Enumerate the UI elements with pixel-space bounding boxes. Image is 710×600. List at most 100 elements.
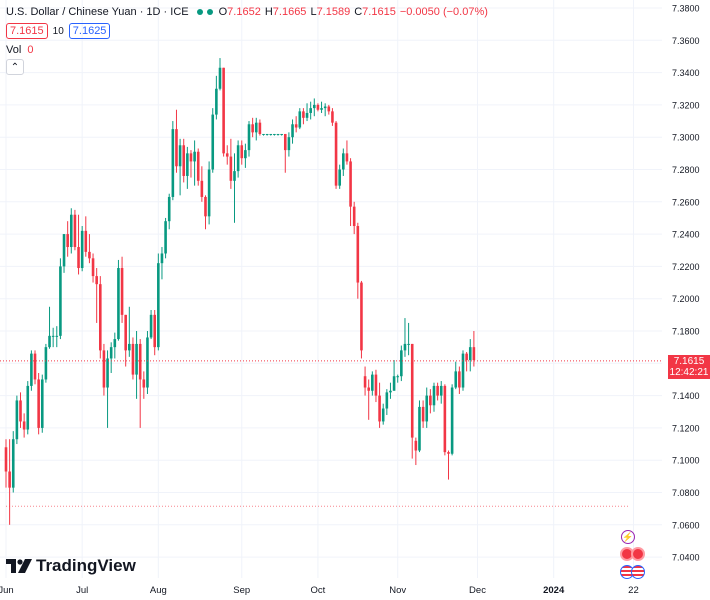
lightning-event-icon[interactable]: ⚡	[621, 530, 635, 544]
candle-body	[432, 385, 436, 406]
candle-body	[171, 129, 175, 197]
price-axis[interactable]: 7.3800 7.3600 7.3400 7.3200 7.3000 7.2800 7.26…	[672, 4, 700, 563]
candle-up	[62, 234, 66, 273]
candle-down	[240, 140, 244, 165]
candle-body	[454, 371, 458, 388]
y-tick-label: 7.2400	[672, 230, 700, 240]
candle-up	[273, 133, 276, 136]
candle-body	[392, 376, 396, 391]
candle-up	[265, 133, 269, 136]
candle-down	[294, 116, 298, 133]
candle-body	[73, 214, 77, 248]
us-flag-icon[interactable]	[631, 565, 645, 579]
candle-down	[378, 382, 381, 428]
candle-body	[131, 343, 135, 375]
candle-body	[40, 379, 44, 428]
collapse-legend-button[interactable]: ⌃	[6, 59, 24, 75]
y-tick-label: 7.3000	[672, 133, 700, 143]
candle-up	[211, 108, 215, 173]
candle-down	[84, 216, 88, 257]
x-tick-label: Dec	[469, 585, 486, 596]
candle-down	[189, 150, 193, 178]
candle-up	[30, 350, 33, 391]
candle-body	[258, 122, 262, 134]
candle-body	[465, 353, 468, 361]
candle-body	[113, 339, 117, 348]
candle-down	[131, 337, 135, 380]
candle-body	[309, 108, 312, 113]
candle-body	[229, 156, 233, 181]
candle-down	[200, 166, 204, 202]
candle-body	[352, 206, 356, 227]
market-status-dot	[196, 9, 203, 15]
candle-body	[356, 226, 360, 283]
candle-down	[91, 253, 95, 283]
candle-body	[429, 395, 432, 406]
candle-body	[55, 335, 59, 337]
candle-down	[95, 268, 98, 323]
volume-legend: Vol 0	[6, 44, 33, 56]
tradingview-logo-icon	[6, 559, 32, 573]
candle-down	[258, 119, 262, 136]
last-price-value: 7.1615	[673, 356, 705, 367]
candle-body	[233, 171, 236, 181]
candle-body	[287, 137, 291, 151]
candle-body	[385, 392, 389, 409]
sell-button[interactable]: 7.1615	[6, 23, 48, 39]
candle-down	[327, 104, 331, 115]
candle-down	[196, 148, 200, 186]
candle-body	[236, 145, 240, 172]
candle-up	[26, 381, 30, 435]
candle-up	[218, 58, 222, 91]
candle-down	[410, 343, 414, 459]
candle-body	[338, 169, 341, 186]
time-axis[interactable]: Jun Jul Aug Sep Oct Nov Dec 2024 22	[0, 585, 639, 596]
candle-up	[149, 310, 153, 340]
candle-up	[291, 119, 294, 144]
candle-body	[178, 145, 182, 167]
candle-up	[425, 387, 429, 428]
brand-name: TradingView	[36, 556, 136, 575]
candle-down	[222, 67, 225, 157]
x-tick-label: Aug	[150, 585, 167, 596]
candle-up	[392, 360, 396, 391]
x-tick-label: 2024	[543, 585, 565, 596]
tradingview-logo[interactable]: TradingView	[6, 556, 136, 576]
candle-down	[142, 371, 146, 399]
china-flag-icon[interactable]	[631, 547, 645, 561]
buy-button[interactable]: 7.1625	[68, 23, 111, 39]
candle-body	[138, 343, 142, 380]
candle-body	[396, 376, 400, 378]
candle-body	[403, 343, 407, 351]
candle-body	[37, 379, 40, 428]
x-tick-label: Oct	[311, 585, 326, 596]
candle-up	[135, 331, 138, 399]
candle-up	[320, 101, 323, 113]
candle-up	[48, 306, 51, 349]
candle-up	[338, 164, 341, 189]
y-tick-label: 7.1400	[672, 391, 700, 401]
open-value: 7.1652	[227, 6, 261, 18]
high-value: 7.1665	[272, 6, 307, 18]
candle-body	[327, 106, 331, 112]
candle-body	[135, 343, 138, 375]
candle-down	[349, 158, 352, 227]
symbol-title[interactable]: U.S. Dollar / Chinese Yuan · 1D · ICE	[6, 6, 189, 18]
candle-body	[254, 122, 258, 133]
candle-body	[22, 421, 26, 430]
candle-up	[468, 339, 472, 372]
candle-down	[175, 109, 178, 173]
candle-up	[160, 247, 164, 280]
candle-body	[69, 214, 73, 248]
candle-body	[95, 276, 98, 285]
candle-body	[62, 234, 66, 267]
candle-body	[443, 385, 447, 453]
open-label: O	[218, 6, 228, 18]
candle-body	[11, 439, 15, 488]
candle-up	[40, 374, 44, 433]
candle-body	[363, 376, 367, 388]
candle-body	[240, 145, 244, 159]
candle-up	[207, 161, 211, 225]
candle-down	[316, 103, 320, 112]
